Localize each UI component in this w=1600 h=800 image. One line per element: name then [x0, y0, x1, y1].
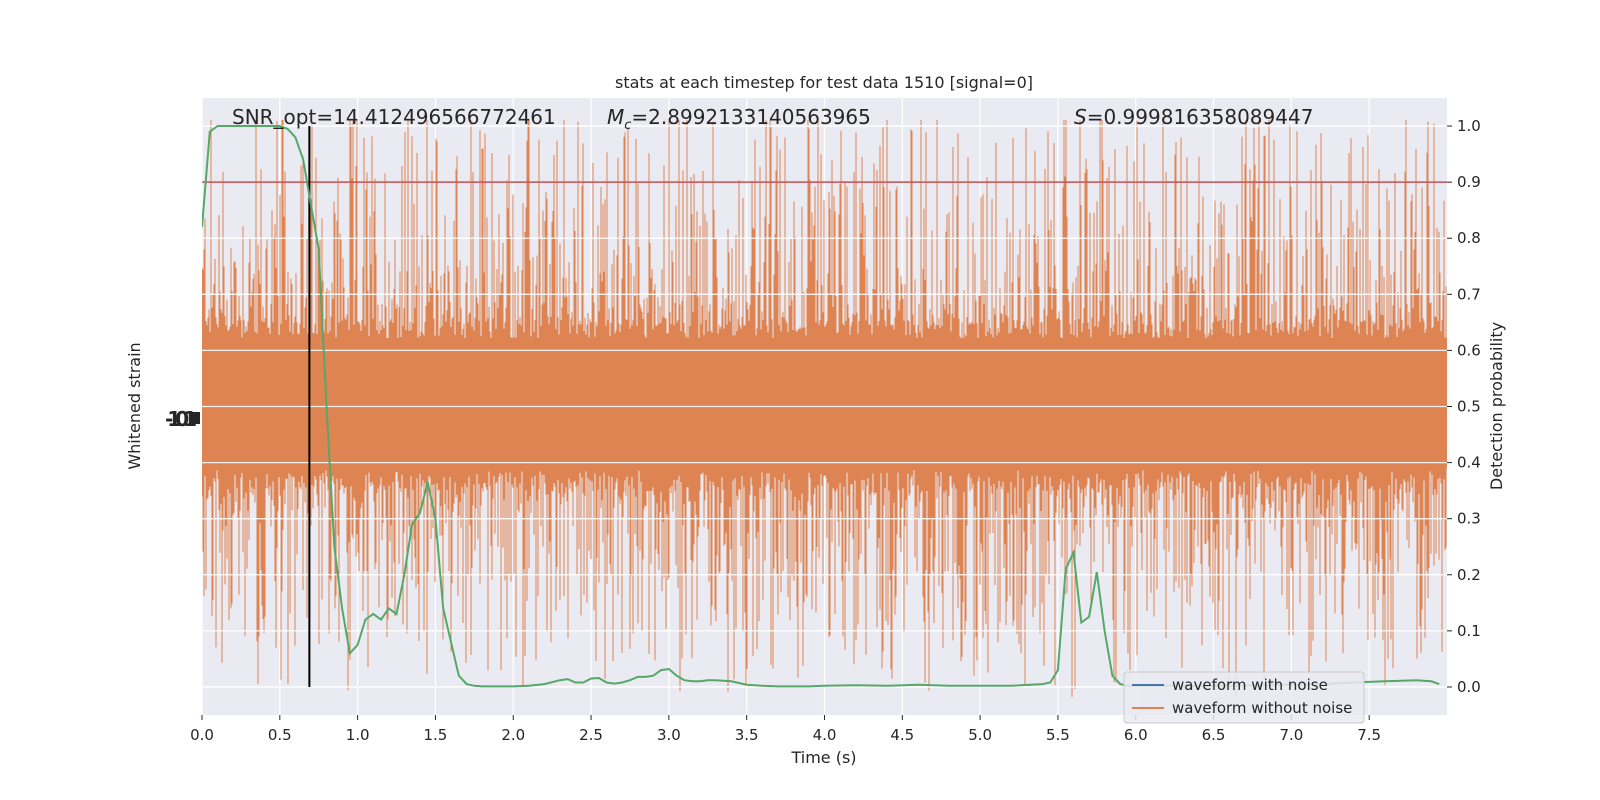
right-tick-label-10: 1.0 [1457, 117, 1481, 135]
x-tick-label-15: 7.5 [1357, 726, 1381, 744]
right-tick-label-3: 0.3 [1457, 510, 1481, 528]
legend-box [1123, 671, 1365, 724]
x-tick-label-13: 6.5 [1202, 726, 1226, 744]
right-axis-ticks: 0.0 0.1 0.2 0.3 0.4 0.5 0.6 0.7 0.8 0.9 1.0 [1447, 117, 1481, 696]
right-tick-label-4: 0.4 [1457, 454, 1481, 472]
x-axis-ticks: 0.0 0.5 1.0 1.5 2.0 2.5 3.0 3.5 4.0 4.5 5.0 5.5 6.0 6… [190, 715, 1381, 744]
x-tick-label-0: 0.0 [190, 726, 214, 744]
x-tick-label-2: 1.0 [346, 726, 370, 744]
x-tick-label-8: 4.0 [813, 726, 837, 744]
x-tick-label-1: 0.5 [268, 726, 292, 744]
right-tick-label-8: 0.8 [1457, 229, 1481, 247]
x-tick-label-6: 3.0 [657, 726, 681, 744]
right-tick-label-1: 0.1 [1457, 622, 1481, 640]
x-tick-label-9: 4.5 [890, 726, 914, 744]
left-axis-overlapping-ticks: -101 [165, 407, 196, 431]
right-tick-label-5: 0.5 [1457, 398, 1481, 416]
chart-title: stats at each timestep for test data 151… [615, 73, 1033, 92]
snr-annotation: SNR_opt=14.412496566772461 [232, 105, 556, 129]
x-tick-label-7: 3.5 [735, 726, 759, 744]
right-tick-label-9: 0.9 [1457, 173, 1481, 191]
x-tick-label-4: 2.0 [501, 726, 525, 744]
x-tick-label-3: 1.5 [424, 726, 448, 744]
left-axis-label: Whitened strain [125, 342, 144, 469]
x-tick-label-10: 5.0 [968, 726, 992, 744]
legend-label-without-noise: waveform without noise [1172, 699, 1352, 717]
chirp-mass-annotation: Mc=2.8992133140563965 [607, 105, 871, 133]
legend-label-with-noise: waveform with noise [1172, 676, 1328, 694]
score-annotation: S=0.999816358089447 [1074, 105, 1313, 129]
x-tick-label-11: 5.5 [1046, 726, 1070, 744]
left-axis-tick-mark [192, 412, 200, 424]
detection-probability-line [202, 125, 1440, 688]
right-tick-label-6: 0.6 [1457, 341, 1481, 359]
waveform-without-noise-band [202, 338, 1447, 468]
x-axis-label: Time (s) [790, 748, 856, 767]
legend: waveform with noise waveform without noi… [1123, 671, 1365, 724]
right-tick-label-2: 0.2 [1457, 566, 1481, 584]
right-axis-label: Detection probability [1487, 322, 1506, 490]
x-tick-label-12: 6.0 [1124, 726, 1148, 744]
x-tick-label-14: 7.0 [1279, 726, 1303, 744]
right-tick-label-0: 0.0 [1457, 678, 1481, 696]
x-tick-label-5: 2.5 [579, 726, 603, 744]
right-tick-label-7: 0.7 [1457, 285, 1481, 303]
